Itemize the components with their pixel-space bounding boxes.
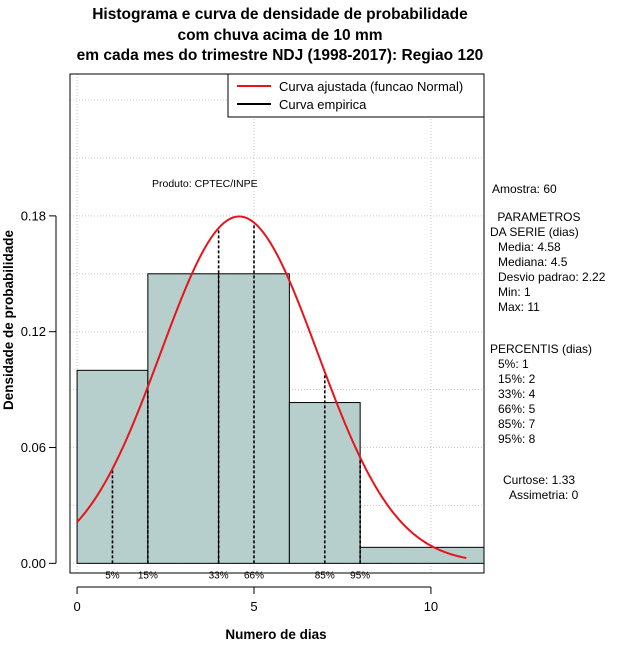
percentile-label: 66% [244,570,264,581]
legend-box [227,73,485,118]
percentile-lines: 5% 15% 33% 66% 85% 95% [105,222,370,581]
percentil-85: 85%: 7 [498,417,536,431]
chart-title-line-3: em cada mes do trimestre NDJ (1998-2017)… [76,47,484,64]
legend-label-empirical: Curva empirica [279,97,367,112]
param-max: Max: 11 [498,300,540,314]
param-mediana: Mediana: 4.5 [498,255,568,269]
sample-size: Amostra: 60 [492,182,557,196]
chart-title-line-1: Histograma e curva de densidade de proba… [92,6,468,23]
axes: 0 5 10 0.00 0.06 0.12 0.18 [21,208,438,614]
percentile-label: 5% [105,570,120,581]
percentil-95: 95%: 8 [498,432,536,446]
param-media: Media: 4.58 [498,240,561,254]
percentile-label: 33% [209,570,229,581]
params-heading-line-1: PARAMETROS [494,210,581,224]
legend: Curva ajustada (funcao Normal) Curva emp… [227,73,485,118]
y-tick-label: 0.06 [21,440,46,455]
percentile-label: 15% [138,570,158,581]
x-axis-label: Numero de dias [225,627,326,642]
legend-label-fitted: Curva ajustada (funcao Normal) [279,79,463,94]
histogram-bars [76,273,485,564]
assimetria: Assimetria: 0 [509,488,579,502]
y-tick-label: 0.18 [21,208,46,223]
percentile-label: 85% [315,570,335,581]
y-tick-label: 0.12 [21,324,46,339]
histogram-bar [147,273,220,564]
percentil-33: 33%: 4 [498,387,536,401]
curtose: Curtose: 1.33 [503,473,576,487]
percentil-5: 5%: 1 [498,357,529,371]
normal-curve [76,215,467,560]
percentil-66: 66%: 5 [498,402,536,416]
percentile-label: 95% [350,570,370,581]
product-annotation: Produto: CPTEC/INPE [152,178,258,190]
y-axis-label: Densidade de probabilidade [1,229,16,410]
y-tick-label: 0.00 [21,556,46,571]
param-min: Min: 1 [498,285,531,299]
percentis-heading: PERCENTIS (dias) [490,342,593,356]
chart-title-line-2: com chuva acima de 10 mm [177,27,383,44]
percentil-15: 15%: 2 [498,372,536,386]
x-tick-label: 10 [424,599,438,614]
x-tick-label: 5 [250,599,257,614]
histogram-bar [359,546,485,564]
params-heading-line-2: DA SERIE (dias) [490,225,579,239]
x-tick-label: 0 [73,599,80,614]
param-desvio: Desvio padrao: 2.22 [498,270,606,284]
